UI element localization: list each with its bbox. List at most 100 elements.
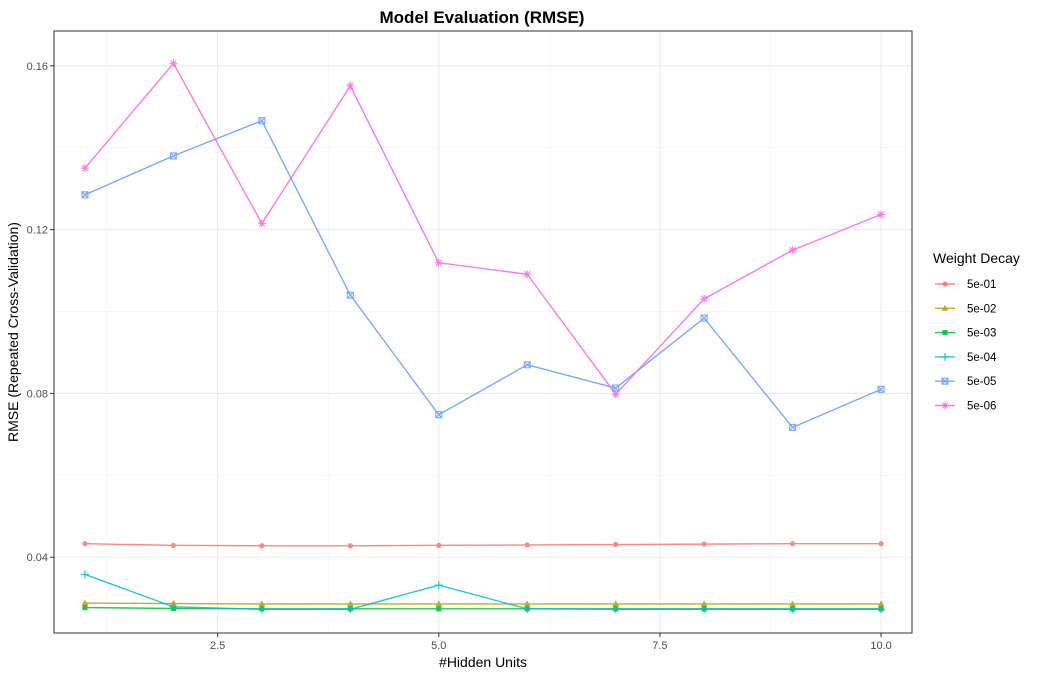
series-line bbox=[84, 543, 882, 547]
legend-item: 5e-05 bbox=[935, 376, 996, 388]
data-point bbox=[170, 542, 177, 548]
x-tick-label: 5.0 bbox=[431, 640, 446, 652]
legend-marker bbox=[942, 330, 948, 336]
data-point bbox=[169, 152, 177, 160]
data-point bbox=[523, 361, 531, 369]
data-point bbox=[346, 605, 355, 614]
x-axis-title: #Hidden Units bbox=[439, 654, 527, 670]
y-tick-label: 0.12 bbox=[27, 225, 48, 237]
data-point bbox=[436, 542, 442, 548]
series-line bbox=[84, 62, 882, 396]
legend: Weight Decay 5e-01 5e-02 5e-03 5e-04 5e-05 5e… bbox=[933, 250, 1020, 413]
data-point bbox=[524, 542, 530, 548]
grid bbox=[54, 31, 912, 633]
data-point bbox=[169, 59, 178, 68]
legend-marker bbox=[941, 352, 949, 361]
legend-key-marker bbox=[941, 377, 949, 385]
y-axis-title: RMSE (Repeated Cross-Validation) bbox=[5, 222, 21, 442]
data-point bbox=[700, 600, 708, 607]
data-point bbox=[436, 606, 442, 612]
legend-marker bbox=[941, 377, 949, 385]
data-point bbox=[612, 600, 620, 607]
data-point bbox=[80, 164, 89, 173]
data-point bbox=[788, 605, 797, 614]
series-line bbox=[84, 602, 882, 605]
data-point bbox=[700, 314, 708, 322]
legend-label: 5e-06 bbox=[967, 401, 996, 413]
data-point bbox=[346, 600, 354, 607]
data-point bbox=[523, 270, 532, 279]
data-point bbox=[346, 81, 355, 90]
data-point bbox=[169, 602, 178, 611]
series-line bbox=[84, 119, 882, 429]
data-point bbox=[789, 423, 797, 431]
data-point bbox=[259, 543, 265, 549]
data-point bbox=[611, 390, 620, 399]
data-point bbox=[877, 600, 885, 607]
series-5e-06 bbox=[80, 59, 886, 399]
axis-ticks: 2.5 5.0 7.5 10.0 0.04 0.08 0.12 0.16 bbox=[27, 61, 892, 652]
data-point bbox=[789, 600, 796, 607]
legend-item: 5e-01 bbox=[935, 279, 996, 291]
data-point bbox=[877, 605, 886, 614]
legend-label: 5e-02 bbox=[967, 303, 996, 315]
data-point bbox=[611, 605, 620, 614]
legend-marker bbox=[941, 401, 949, 410]
series-5e-05 bbox=[81, 117, 885, 431]
series-5e-04 bbox=[80, 570, 886, 614]
data-point bbox=[701, 541, 707, 547]
legend-label: 5e-04 bbox=[967, 352, 997, 364]
legend-item: 5e-06 bbox=[935, 401, 996, 413]
data-point bbox=[435, 411, 443, 419]
legend-marker bbox=[941, 304, 949, 311]
series-line bbox=[84, 573, 882, 610]
legend-label: 5e-03 bbox=[967, 328, 996, 340]
data-point bbox=[258, 117, 266, 125]
y-tick-label: 0.04 bbox=[27, 552, 48, 564]
legend-item: 5e-03 bbox=[935, 328, 996, 340]
data-point bbox=[878, 541, 884, 547]
data-point bbox=[434, 258, 443, 267]
chart-title: Model Evaluation (RMSE) bbox=[380, 8, 585, 27]
data-point bbox=[789, 541, 796, 547]
data-point bbox=[877, 385, 885, 393]
data-point bbox=[257, 605, 266, 614]
legend-key-marker bbox=[942, 281, 948, 287]
series-5e-01 bbox=[82, 541, 884, 549]
legend-key-marker bbox=[941, 304, 949, 311]
data-point bbox=[80, 570, 89, 579]
y-tick-label: 0.16 bbox=[27, 61, 48, 73]
data-point bbox=[82, 541, 88, 547]
data-point bbox=[700, 605, 709, 614]
legend-key-marker bbox=[941, 401, 949, 410]
legend-title: Weight Decay bbox=[933, 250, 1020, 266]
data-point bbox=[346, 291, 354, 299]
legend-item: 5e-02 bbox=[935, 303, 996, 315]
legend-label: 5e-05 bbox=[967, 376, 996, 388]
data-point bbox=[435, 600, 443, 607]
plot-panel-border bbox=[53, 30, 913, 634]
legend-marker bbox=[942, 281, 948, 287]
data-point bbox=[700, 294, 709, 303]
data-point bbox=[434, 581, 443, 590]
legend-item: 5e-04 bbox=[935, 352, 997, 364]
legend-key-marker bbox=[942, 330, 948, 336]
legend-key-marker bbox=[941, 352, 949, 361]
data-point bbox=[877, 210, 886, 219]
data-point bbox=[257, 219, 266, 228]
x-tick-label: 10.0 bbox=[870, 640, 891, 652]
series-group bbox=[80, 59, 886, 614]
x-tick-label: 7.5 bbox=[652, 640, 667, 652]
data-point bbox=[258, 600, 266, 607]
data-point bbox=[81, 191, 89, 199]
y-tick-label: 0.08 bbox=[27, 388, 48, 400]
data-point bbox=[523, 604, 532, 613]
data-point bbox=[613, 541, 619, 548]
data-point bbox=[347, 543, 353, 549]
data-point bbox=[523, 600, 531, 607]
data-point bbox=[82, 605, 88, 611]
x-tick-label: 2.5 bbox=[210, 640, 225, 652]
data-point bbox=[81, 599, 89, 606]
